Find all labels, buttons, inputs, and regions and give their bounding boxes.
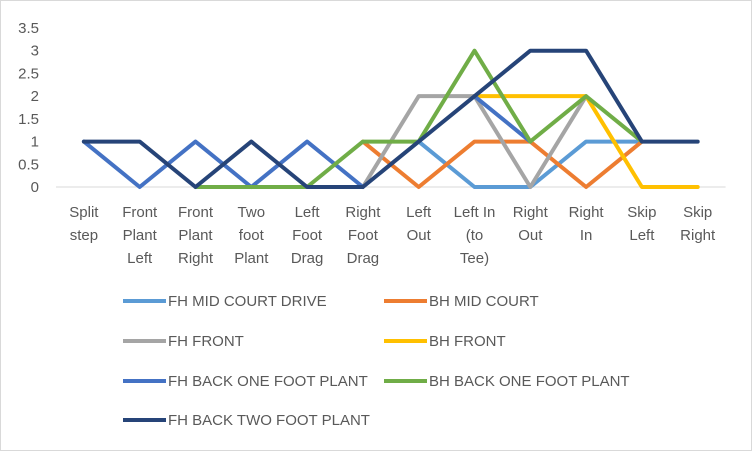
x-tick-label: Right In xyxy=(569,204,605,244)
y-tick-label: 0 xyxy=(31,179,39,196)
x-tick-label: Left Foot Drag xyxy=(291,204,324,267)
x-tick-label-line: Right xyxy=(178,250,214,267)
y-tick-label: 3 xyxy=(31,43,39,60)
x-tick-label-line: Out xyxy=(518,227,543,244)
legend-label: FH BACK TWO FOOT PLANT xyxy=(168,412,370,429)
legend-item: BH FRONT xyxy=(384,333,506,350)
series-bh-mid-court xyxy=(360,139,644,189)
x-tick-label-line: (to xyxy=(466,227,484,244)
series-line xyxy=(416,139,644,189)
legend-label: BH BACK ONE FOOT PLANT xyxy=(429,373,630,390)
series-line xyxy=(360,139,644,189)
y-tick-label: 1 xyxy=(31,134,39,151)
x-tick-label-line: Right xyxy=(513,204,549,221)
series-bh-back-one-foot-plant xyxy=(193,48,644,189)
legend-label: BH FRONT xyxy=(429,333,506,350)
x-tick-label-line: Right xyxy=(345,204,381,221)
x-tick-label: Skip Left xyxy=(627,204,656,244)
legend-item: BH MID COURT xyxy=(384,293,539,310)
y-tick-label: 3.5 xyxy=(18,20,39,37)
x-tick-label-line: Drag xyxy=(347,250,380,267)
x-tick-label-line: Right xyxy=(569,204,605,221)
legend-label: FH MID COURT DRIVE xyxy=(168,293,327,310)
x-tick-label-line: Foot xyxy=(292,227,323,244)
x-tick-label-line: Left xyxy=(127,250,153,267)
x-tick-label-line: Skip xyxy=(683,204,712,221)
legend-item: BH BACK ONE FOOT PLANT xyxy=(384,373,630,390)
legend-item: FH BACK TWO FOOT PLANT xyxy=(123,412,370,429)
series-line xyxy=(193,48,644,189)
x-tick-label-line: Right xyxy=(680,227,716,244)
legend-label: BH MID COURT xyxy=(429,293,539,310)
x-tick-label-line: foot xyxy=(239,227,265,244)
x-tick-label-line: Tee) xyxy=(460,250,489,267)
x-tick-label-line: Plant xyxy=(178,227,213,244)
x-tick-label-line: Skip xyxy=(627,204,656,221)
legend-item: FH MID COURT DRIVE xyxy=(123,293,327,310)
x-tick-label-line: Two xyxy=(238,204,266,221)
x-tick-label-line: Left In xyxy=(454,204,496,221)
x-tick-label-line: Front xyxy=(178,204,214,221)
x-tick-label-line: Plant xyxy=(234,250,269,267)
x-tick-label-line: Plant xyxy=(123,227,158,244)
legend-item: FH BACK ONE FOOT PLANT xyxy=(123,373,368,390)
x-tick-label-line: Split xyxy=(69,204,99,221)
series-line xyxy=(472,94,533,144)
x-tick-label-line: Left xyxy=(406,204,432,221)
series-fh-mid-court-drive xyxy=(416,139,644,189)
x-tick-label-line: Left xyxy=(629,227,655,244)
series-fh-back-two-foot-plant xyxy=(81,48,700,189)
y-tick-label: 0.5 xyxy=(18,156,39,173)
series-fh-back-one-foot-plant xyxy=(81,94,533,189)
y-tick-label: 2.5 xyxy=(18,65,39,82)
x-tick-label-line: step xyxy=(70,227,98,244)
legend: FH MID COURT DRIVE BH MID COURT FH FRONT BH… xyxy=(123,293,630,429)
x-tick-label: Left In (to Tee) xyxy=(454,204,496,267)
x-tick-label: Skip Right xyxy=(680,204,716,244)
x-tick-label: Left Out xyxy=(406,204,432,244)
x-tick-label: Front Plant Left xyxy=(122,204,158,267)
y-tick-label: 1.5 xyxy=(18,111,39,128)
series-line xyxy=(81,48,700,189)
y-tick-label: 2 xyxy=(31,88,39,105)
x-tick-label-line: Front xyxy=(122,204,158,221)
x-tick-label: Right Out xyxy=(513,204,549,244)
x-tick-label-line: Out xyxy=(407,227,432,244)
x-tick-label-line: Drag xyxy=(291,250,324,267)
x-tick-label-line: In xyxy=(580,227,593,244)
x-tick-label-line: Foot xyxy=(348,227,379,244)
x-tick-label: Right Foot Drag xyxy=(345,204,381,267)
x-tick-label: Front Plant Right xyxy=(178,204,214,267)
legend-label: FH BACK ONE FOOT PLANT xyxy=(168,373,368,390)
legend-item: FH FRONT xyxy=(123,333,244,350)
x-tick-label: Split step xyxy=(69,204,99,244)
x-tick-label-line: Left xyxy=(295,204,321,221)
series-layer xyxy=(81,48,700,189)
legend-label: FH FRONT xyxy=(168,333,244,350)
x-tick-label: Two foot Plant xyxy=(234,204,269,267)
